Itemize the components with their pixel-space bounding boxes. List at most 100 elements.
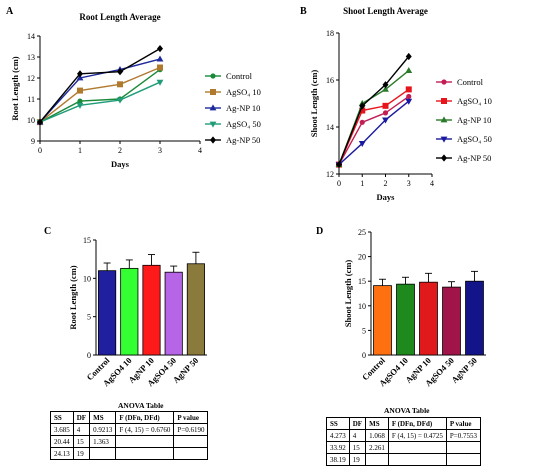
table-cell: P=0.6190 xyxy=(173,423,209,436)
legend-label: AgSO₄ 10 xyxy=(457,96,492,106)
y-tick-label: 25 xyxy=(358,228,366,237)
legend-marker xyxy=(209,121,217,128)
legend-marker xyxy=(441,79,447,85)
table-cell xyxy=(387,441,447,454)
legend-marker xyxy=(210,73,216,79)
bar xyxy=(142,264,161,356)
table-cell xyxy=(173,447,209,460)
table-cell: F (4, 15) = 0.6760 xyxy=(115,423,175,436)
legend-marker xyxy=(209,104,217,111)
table-header-row: SS DF MS F (DFn, DFd) P value xyxy=(50,411,209,424)
y-tick-label: 10 xyxy=(83,274,91,283)
table-cell xyxy=(445,441,481,454)
header-cell: P value xyxy=(173,411,209,424)
table-row: 3.685 4 0.9213 F (4, 15) = 0.6760 P=0.61… xyxy=(50,423,209,436)
y-axis-label: Shoot Length (cm) xyxy=(309,70,319,138)
legend-label: Control xyxy=(226,71,253,81)
x-tick-label: 0 xyxy=(337,179,341,188)
table-cell: 20.44 xyxy=(50,435,74,448)
data-point xyxy=(156,79,164,86)
legend-marker xyxy=(440,136,448,143)
data-point xyxy=(359,102,366,110)
chart-title: Shoot Length Average xyxy=(343,6,428,16)
x-tick-label: 3 xyxy=(158,146,162,155)
chart-title: Root Length Average xyxy=(79,12,160,22)
data-point xyxy=(336,161,342,169)
data-point xyxy=(382,81,389,89)
data-point xyxy=(76,102,84,109)
data-point xyxy=(359,119,365,125)
y-tick-label: 9 xyxy=(31,137,35,146)
bar xyxy=(164,271,183,356)
table-cell: 1.068 xyxy=(365,429,389,442)
x-axis-label: Days xyxy=(377,192,396,202)
x-tick-label: 0 xyxy=(38,146,42,155)
table-cell: 38.19 xyxy=(326,453,350,466)
right-anova-table: SS DF MS F (DFn, DFd) P value 4.273 4 1.… xyxy=(326,417,481,466)
table-cell: 24.13 xyxy=(50,447,74,460)
x-tick-label: 2 xyxy=(384,179,388,188)
y-tick-label: 12 xyxy=(326,170,334,179)
series-line xyxy=(39,81,161,123)
series-line xyxy=(39,66,161,123)
data-point xyxy=(117,68,123,76)
y-axis-label: Root Length (cm) xyxy=(68,265,78,329)
y-tick-label: 14 xyxy=(27,32,35,41)
bar xyxy=(186,263,205,356)
x-tick-label: 3 xyxy=(407,179,411,188)
table-row: 4.273 4 1.068 F (4, 15) = 0.4725 P=0.755… xyxy=(326,429,481,442)
data-point xyxy=(405,52,412,61)
data-point xyxy=(157,64,163,71)
bar xyxy=(465,280,484,356)
table-cell xyxy=(115,447,175,460)
table-cell: 19 xyxy=(348,453,367,466)
panel-label-d: D xyxy=(316,226,323,237)
header-cell: F (DFn, DFd) xyxy=(115,411,175,424)
bar xyxy=(396,283,415,356)
y-axis-label: Root Length (cm) xyxy=(10,56,20,120)
bar xyxy=(120,267,139,356)
table-row: 24.13 19 xyxy=(50,447,209,460)
series-line xyxy=(338,88,410,165)
panel-label-a: A xyxy=(6,6,14,17)
x-tick-label: AgNP 50 xyxy=(449,355,479,385)
table-cell xyxy=(115,435,175,448)
legend-label: Ag-NP 10 xyxy=(457,115,491,125)
table-cell xyxy=(445,453,481,466)
series-line xyxy=(338,95,410,165)
table-row: 33.92 15 2.261 xyxy=(326,441,481,454)
data-point xyxy=(405,67,413,73)
header-cell: SS xyxy=(50,411,74,424)
series-line xyxy=(338,56,410,165)
table-cell: 15 xyxy=(348,441,367,454)
y-tick-label: 13 xyxy=(27,53,35,62)
header-cell: F (DFn, DFd) xyxy=(387,417,447,430)
y-tick-label: 20 xyxy=(358,253,366,262)
y-tick-label: 14 xyxy=(326,123,334,132)
bar xyxy=(442,286,461,356)
table-cell: 33.92 xyxy=(326,441,350,454)
y-axis-label: Shoot Length (cm) xyxy=(343,260,353,328)
table-cell: 2.261 xyxy=(365,441,389,454)
x-tick-label: 1 xyxy=(360,179,364,188)
series-line xyxy=(39,47,161,123)
table-cell xyxy=(387,453,447,466)
data-point xyxy=(358,141,366,148)
table-cell: 3.685 xyxy=(50,423,74,436)
y-tick-label: 5 xyxy=(362,326,366,335)
data-point xyxy=(382,85,389,92)
header-cell: MS xyxy=(365,417,389,430)
bar xyxy=(373,285,392,356)
data-point xyxy=(117,81,123,88)
table-row: 38.19 19 xyxy=(326,453,481,466)
bar xyxy=(98,270,117,356)
legend-label: Control xyxy=(457,77,484,87)
series-line xyxy=(39,69,161,123)
data-point xyxy=(382,102,389,109)
legend-label: Ag-NP 10 xyxy=(226,103,260,113)
table-cell: 19 xyxy=(72,447,91,460)
